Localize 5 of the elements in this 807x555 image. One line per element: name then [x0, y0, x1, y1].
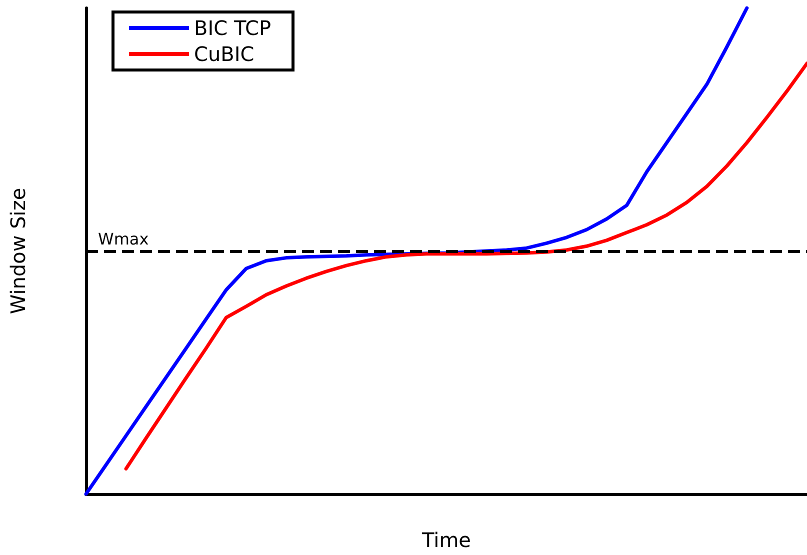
legend-label: CuBIC — [194, 42, 254, 66]
x-axis-title: Time — [421, 528, 471, 552]
legend-label: BIC TCP — [194, 16, 272, 40]
ref-line-label: Wmax — [98, 230, 149, 248]
y-axis-title: Window Size — [6, 188, 30, 314]
